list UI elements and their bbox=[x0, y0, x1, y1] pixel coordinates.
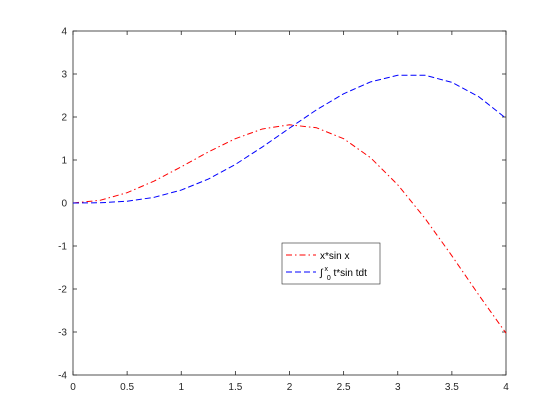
legend-integral-lower: 0 bbox=[327, 275, 331, 282]
x-tick-label: 0 bbox=[70, 382, 76, 393]
x-tick-label: 4 bbox=[503, 382, 509, 393]
x-axis-ticks: 0 0.5 1 1.5 2 2.5 3 3.5 4 bbox=[70, 31, 509, 393]
legend-box bbox=[281, 242, 381, 285]
series-line-integral bbox=[72, 74, 507, 204]
x-tick-label: 0.5 bbox=[120, 382, 134, 393]
x-tick-label: 2.5 bbox=[337, 382, 351, 393]
x-tick-label: 1 bbox=[178, 382, 184, 393]
y-tick-label: -1 bbox=[58, 242, 67, 253]
series-line-xsinx bbox=[72, 124, 507, 334]
x-tick-label: 3 bbox=[395, 382, 401, 393]
legend-integral-text: t*sin tdt bbox=[334, 268, 368, 279]
legend-label-integral: ∫ x 0 t*sin tdt bbox=[319, 263, 367, 283]
y-tick-label: 1 bbox=[61, 156, 67, 167]
y-tick-label: 3 bbox=[61, 70, 67, 81]
y-tick-label: 2 bbox=[61, 113, 67, 124]
x-tick-label: 3.5 bbox=[445, 382, 459, 393]
y-tick-label: 4 bbox=[61, 27, 67, 38]
x-tick-label: 1.5 bbox=[228, 382, 242, 393]
legend-integral-upper: x bbox=[325, 266, 329, 273]
y-tick-label: -4 bbox=[58, 371, 67, 382]
legend-integral-sign: ∫ bbox=[319, 268, 324, 279]
y-axis-ticks: -4 -3 -2 -1 0 1 2 3 4 bbox=[58, 27, 506, 382]
legend-label-xsinx: x*sin x bbox=[320, 251, 349, 262]
y-tick-label: -3 bbox=[58, 328, 67, 339]
legend: x*sin x ∫ x 0 t*sin tdt bbox=[281, 242, 381, 285]
series-layer bbox=[72, 74, 507, 334]
x-tick-label: 2 bbox=[287, 382, 293, 393]
plot-area bbox=[72, 30, 507, 376]
y-tick-label: -2 bbox=[58, 285, 67, 296]
y-tick-label: 0 bbox=[61, 199, 67, 210]
